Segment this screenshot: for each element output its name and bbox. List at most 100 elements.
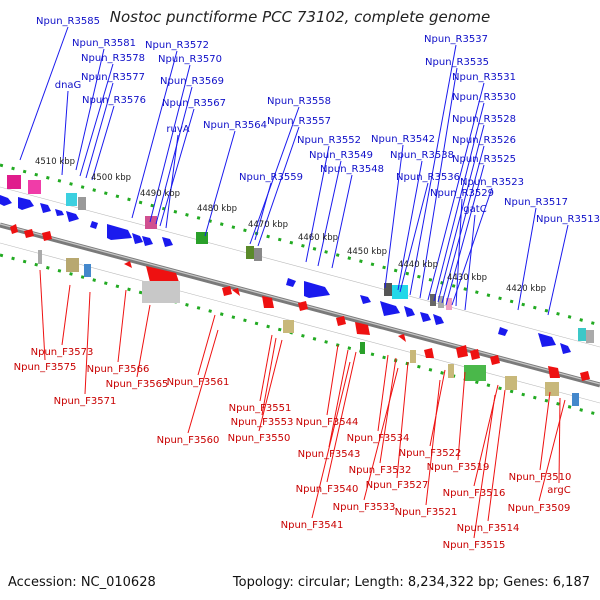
forward-gene-label[interactable]: Npun_R3578 — [81, 53, 145, 64]
reverse-gene-label[interactable]: Npun_F3533 — [333, 502, 396, 513]
forward-gene-connector — [441, 145, 485, 304]
forward-gene-label[interactable]: Npun_R3526 — [452, 135, 516, 146]
forward-gene-label[interactable]: Npun_R3549 — [309, 150, 373, 161]
reverse-gene-label[interactable]: Npun_F3541 — [281, 520, 344, 531]
reverse-gene-label[interactable]: Npun_F3532 — [349, 465, 412, 476]
reverse-gene-label[interactable]: Npun_F3560 — [157, 435, 220, 446]
forward-gene-connector — [547, 224, 569, 316]
forward-gene-label[interactable]: Npun_R3577 — [81, 72, 145, 83]
reverse-gene-connector — [261, 337, 277, 416]
coordinate-tick-label: 4460 kbp — [298, 233, 338, 243]
forward-gene-label[interactable]: Npun_R3581 — [72, 38, 136, 49]
reverse-gene-label[interactable]: Npun_F3516 — [443, 488, 506, 499]
forward-gene-label[interactable]: Npun_R3557 — [267, 116, 331, 127]
forward-gene-connector — [397, 160, 423, 291]
forward-gene-label[interactable]: Npun_R3535 — [425, 57, 489, 68]
forward-gene-label[interactable]: Npun_R3569 — [160, 76, 224, 87]
coordinate-tick-label: 4470 kbp — [248, 220, 288, 230]
reverse-gene-label[interactable]: Npun_F3527 — [366, 480, 429, 491]
coordinate-tick-label: 4440 kbp — [398, 260, 438, 270]
reverse-gene-connector — [326, 351, 357, 483]
reverse-gene-connector — [377, 354, 389, 432]
forward-gene-label[interactable]: Npun_R3572 — [145, 40, 209, 51]
forward-gene-connector — [204, 130, 236, 237]
forward-gene-label[interactable]: Npun_R3552 — [297, 135, 361, 146]
reverse-gene-label[interactable]: Npun_F3544 — [296, 417, 359, 428]
reverse-gene-label[interactable]: Npun_F3534 — [347, 433, 410, 444]
forward-gene-label[interactable]: dnaG — [55, 80, 82, 91]
forward-gene-connector — [61, 90, 69, 176]
reverse-gene-label[interactable]: Npun_F3543 — [298, 449, 361, 460]
reverse-gene-label[interactable]: Npun_F3509 — [508, 503, 571, 514]
reverse-gene-label[interactable]: Npun_F3551 — [229, 403, 292, 414]
reverse-gene-label[interactable]: Npun_F3573 — [31, 347, 94, 358]
forward-gene-label[interactable]: Npun_R3538 — [390, 150, 454, 161]
forward-gene-connector — [155, 86, 193, 225]
reverse-gene-label[interactable]: Npun_F3515 — [443, 540, 506, 551]
reverse-gene-label[interactable]: Npun_F3565 — [106, 379, 169, 390]
reverse-gene-label[interactable]: Npun_F3561 — [167, 377, 230, 388]
reverse-gene-label[interactable]: Npun_F3571 — [54, 396, 117, 407]
reverse-gene-connector — [258, 339, 283, 432]
reverse-gene-connector — [473, 394, 496, 539]
forward-gene-label[interactable]: Npun_R3558 — [267, 96, 331, 107]
forward-gene-connector — [445, 164, 485, 306]
forward-gene-label[interactable]: Npun_R3564 — [203, 120, 267, 131]
forward-gene-label[interactable]: Npun_R3537 — [424, 34, 488, 45]
forward-gene-label[interactable]: Npun_R3559 — [239, 172, 303, 183]
reverse-gene-connector — [136, 304, 151, 378]
reverse-gene-label[interactable]: Npun_F3514 — [457, 523, 520, 534]
reverse-gene-label[interactable]: Npun_F3510 — [509, 472, 572, 483]
forward-gene-connector — [384, 144, 404, 289]
reverse-gene-label[interactable]: Npun_F3550 — [228, 433, 291, 444]
forward-gene-label[interactable]: Npun_R3570 — [158, 54, 222, 65]
forward-gene-label[interactable]: gatC — [463, 204, 486, 215]
reverse-gene-label[interactable]: Npun_F3553 — [231, 417, 294, 428]
reverse-gene-label[interactable]: Npun_F3522 — [399, 448, 462, 459]
forward-gene-label[interactable]: Npun_R3536 — [396, 172, 460, 183]
reverse-gene-label[interactable]: argC — [547, 485, 570, 496]
reverse-gene-label[interactable]: Npun_F3521 — [395, 507, 458, 518]
reverse-gene-label[interactable]: Npun_F3566 — [87, 364, 150, 375]
forward-gene-label[interactable]: Npun_R3528 — [452, 114, 516, 125]
forward-gene-connector — [331, 174, 353, 269]
forward-gene-label[interactable]: Npun_R3567 — [162, 98, 226, 109]
reverse-gene-connector — [396, 361, 409, 479]
reverse-gene-connector — [39, 269, 46, 361]
forward-gene-label[interactable]: ruvA — [166, 124, 189, 135]
forward-gene-label[interactable]: Npun_R3529 — [430, 188, 494, 199]
forward-gene-label[interactable]: Npun_R3525 — [452, 154, 516, 165]
forward-gene-connector — [159, 108, 195, 227]
track-dividers — [0, 186, 600, 404]
coordinate-tick-label: 4490 kbp — [140, 189, 180, 199]
forward-gene-label[interactable]: Npun_R3523 — [460, 177, 524, 188]
forward-gene-label[interactable]: Npun_R3548 — [320, 164, 384, 175]
coordinate-tick-label: 4450 kbp — [347, 247, 387, 257]
reverse-gene-label[interactable]: Npun_F3540 — [296, 484, 359, 495]
forward-gene-label[interactable]: Npun_R3576 — [82, 95, 146, 106]
reverse-gene-connector — [539, 391, 551, 471]
reverse-gene-connector — [558, 397, 561, 484]
reverse-gene-connector — [538, 399, 566, 502]
forward-gene-label[interactable]: Npun_R3531 — [452, 72, 516, 83]
reverse-gene-connector — [187, 329, 219, 434]
forward-gene-label[interactable]: Npun_R3542 — [371, 134, 435, 145]
reverse-gene-connector — [326, 344, 339, 416]
forward-gene-label[interactable]: Npun_R3585 — [36, 16, 100, 27]
coordinate-tick-label: 4510 kbp — [35, 157, 75, 167]
forward-gene-label[interactable]: Npun_R3517 — [504, 197, 568, 208]
forward-gene-connector — [149, 64, 191, 223]
reverse-gene-connector — [487, 389, 506, 522]
reverse-gene-connector — [197, 314, 216, 376]
forward-gene-label[interactable]: Npun_R3513 — [536, 214, 600, 225]
forward-gene-connector — [249, 106, 300, 245]
forward-gene-connector — [427, 82, 485, 301]
reverse-gene-label[interactable]: Npun_F3575 — [14, 362, 77, 373]
forward-gene-connector — [317, 160, 342, 267]
coordinate-tick-label: 4500 kbp — [91, 173, 131, 183]
reverse-gene-connector — [328, 349, 349, 448]
forward-gene-label[interactable]: Npun_R3530 — [452, 92, 516, 103]
reverse-gene-label[interactable]: Npun_F3519 — [427, 462, 490, 473]
